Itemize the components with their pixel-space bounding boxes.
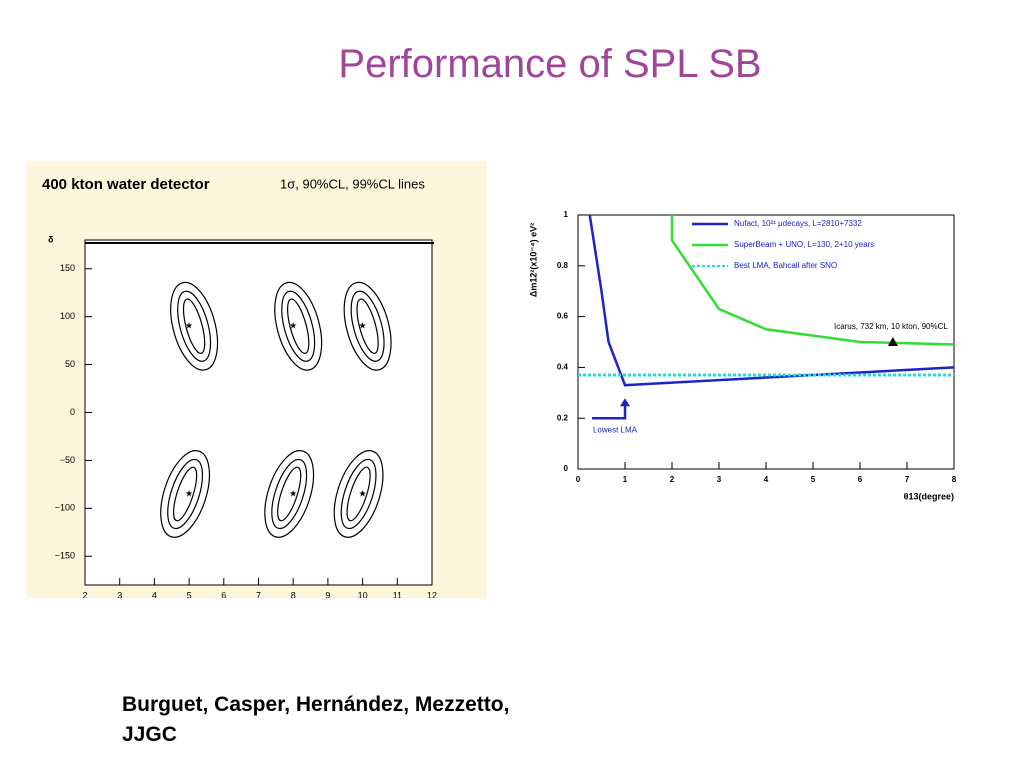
arrow-head bbox=[620, 398, 630, 407]
y-tick-label: 1 bbox=[564, 210, 569, 219]
footer: Burguet, Casper, Hernández, Mezzetto, JJ… bbox=[122, 690, 509, 750]
y-tick-label: 50 bbox=[65, 359, 75, 369]
y-tick-label: 150 bbox=[60, 263, 75, 273]
slide-title: Performance of SPL SB bbox=[338, 42, 762, 86]
y-tick-label: 0.4 bbox=[557, 363, 569, 372]
chart-title: 400 kton water detector bbox=[42, 176, 210, 193]
point: ★ bbox=[185, 321, 193, 331]
x-tick-label: 3 bbox=[117, 590, 122, 598]
contour bbox=[333, 450, 384, 538]
x-tick-label: 2 bbox=[670, 475, 675, 484]
contour bbox=[264, 450, 315, 538]
contour bbox=[172, 466, 198, 522]
contour bbox=[170, 281, 219, 371]
point: ★ bbox=[289, 321, 297, 331]
x-tick-label: 8 bbox=[291, 590, 296, 598]
x-tick-label: 2 bbox=[82, 590, 87, 598]
contour bbox=[182, 298, 206, 354]
footer-line: Burguet, Casper, Hernández, Mezzetto, bbox=[122, 693, 510, 716]
legend-label: Best LMA, Bahcall after SNO bbox=[734, 261, 837, 270]
contour bbox=[277, 466, 302, 522]
y-tick-label: −100 bbox=[55, 503, 75, 513]
lowest-lma-arrow bbox=[592, 404, 627, 420]
chart-subtitle: 1σ, 90%CL, 99%CL lines bbox=[280, 176, 425, 191]
series-line bbox=[670, 215, 955, 346]
y-tick-label: −50 bbox=[60, 455, 75, 465]
y-axis-label: Δm12²(x10⁻⁴) eV² bbox=[528, 223, 538, 297]
x-tick-label: 6 bbox=[221, 590, 226, 598]
x-tick-label: 4 bbox=[764, 475, 769, 484]
contour bbox=[281, 290, 316, 362]
x-tick-label: 4 bbox=[152, 590, 157, 598]
contour bbox=[350, 290, 385, 362]
y-tick-label: 0 bbox=[70, 407, 75, 417]
contour bbox=[274, 281, 323, 371]
contour bbox=[177, 290, 212, 362]
y-tick-label: 0.6 bbox=[557, 312, 569, 321]
x-tick-label: 0 bbox=[576, 475, 581, 484]
annotation: Lowest LMA bbox=[593, 425, 638, 434]
x-tick-label: 5 bbox=[187, 590, 192, 598]
contour bbox=[346, 466, 371, 522]
x-tick-label: 6 bbox=[858, 475, 863, 484]
contour bbox=[287, 298, 310, 354]
contour bbox=[167, 458, 204, 530]
contour bbox=[271, 458, 308, 530]
x-tick-label: 7 bbox=[256, 590, 261, 598]
x-tick-label: 1 bbox=[623, 475, 628, 484]
legend-label: SuperBeam + UNO, L=130, 2+10 years bbox=[734, 240, 874, 249]
icarus-marker bbox=[887, 337, 898, 346]
x-axis-label: θ13(degree) bbox=[904, 491, 954, 501]
series-line bbox=[588, 214, 955, 387]
contour bbox=[356, 298, 379, 354]
y-tick-label: 0 bbox=[564, 464, 569, 473]
x-tick-label: 7 bbox=[905, 475, 910, 484]
plot-frame bbox=[84, 239, 433, 586]
y-axis-label: δ bbox=[48, 234, 54, 244]
x-tick-label: 5 bbox=[811, 475, 816, 484]
footer-line: JJGC bbox=[122, 723, 177, 746]
y-tick-label: 100 bbox=[60, 311, 75, 321]
annotation: Icarus, 732 km, 10 kton, 90%CL bbox=[834, 322, 948, 331]
contour bbox=[343, 281, 392, 371]
line-chart: θ13(degree) Δm12²(x10⁻⁴) eV² 0 1 2 3 4 5 6 7 8 0 0.2… bbox=[528, 210, 957, 501]
x-tick-label: 9 bbox=[325, 590, 330, 598]
x-tick-label: 8 bbox=[952, 475, 957, 484]
legend-label: Nufact, 10²¹ μdecays, L=2810+7332 bbox=[734, 219, 862, 228]
point: ★ bbox=[359, 321, 367, 331]
x-tick-label: 3 bbox=[717, 475, 722, 484]
contour bbox=[160, 450, 211, 538]
y-tick-label: 0.2 bbox=[557, 413, 569, 422]
contour bbox=[340, 458, 377, 530]
x-tick-label: 10 bbox=[358, 590, 368, 598]
contour-chart: 400 kton water detector 1σ, 90%CL, 99%CL … bbox=[26, 162, 487, 598]
x-tick-label: 11 bbox=[393, 590, 402, 598]
point: ★ bbox=[359, 488, 367, 498]
point: ★ bbox=[289, 488, 297, 498]
y-tick-label: 0.8 bbox=[557, 261, 569, 270]
x-tick-label: 12 bbox=[427, 590, 437, 598]
y-tick-label: −150 bbox=[55, 551, 75, 561]
point: ★ bbox=[185, 488, 193, 498]
